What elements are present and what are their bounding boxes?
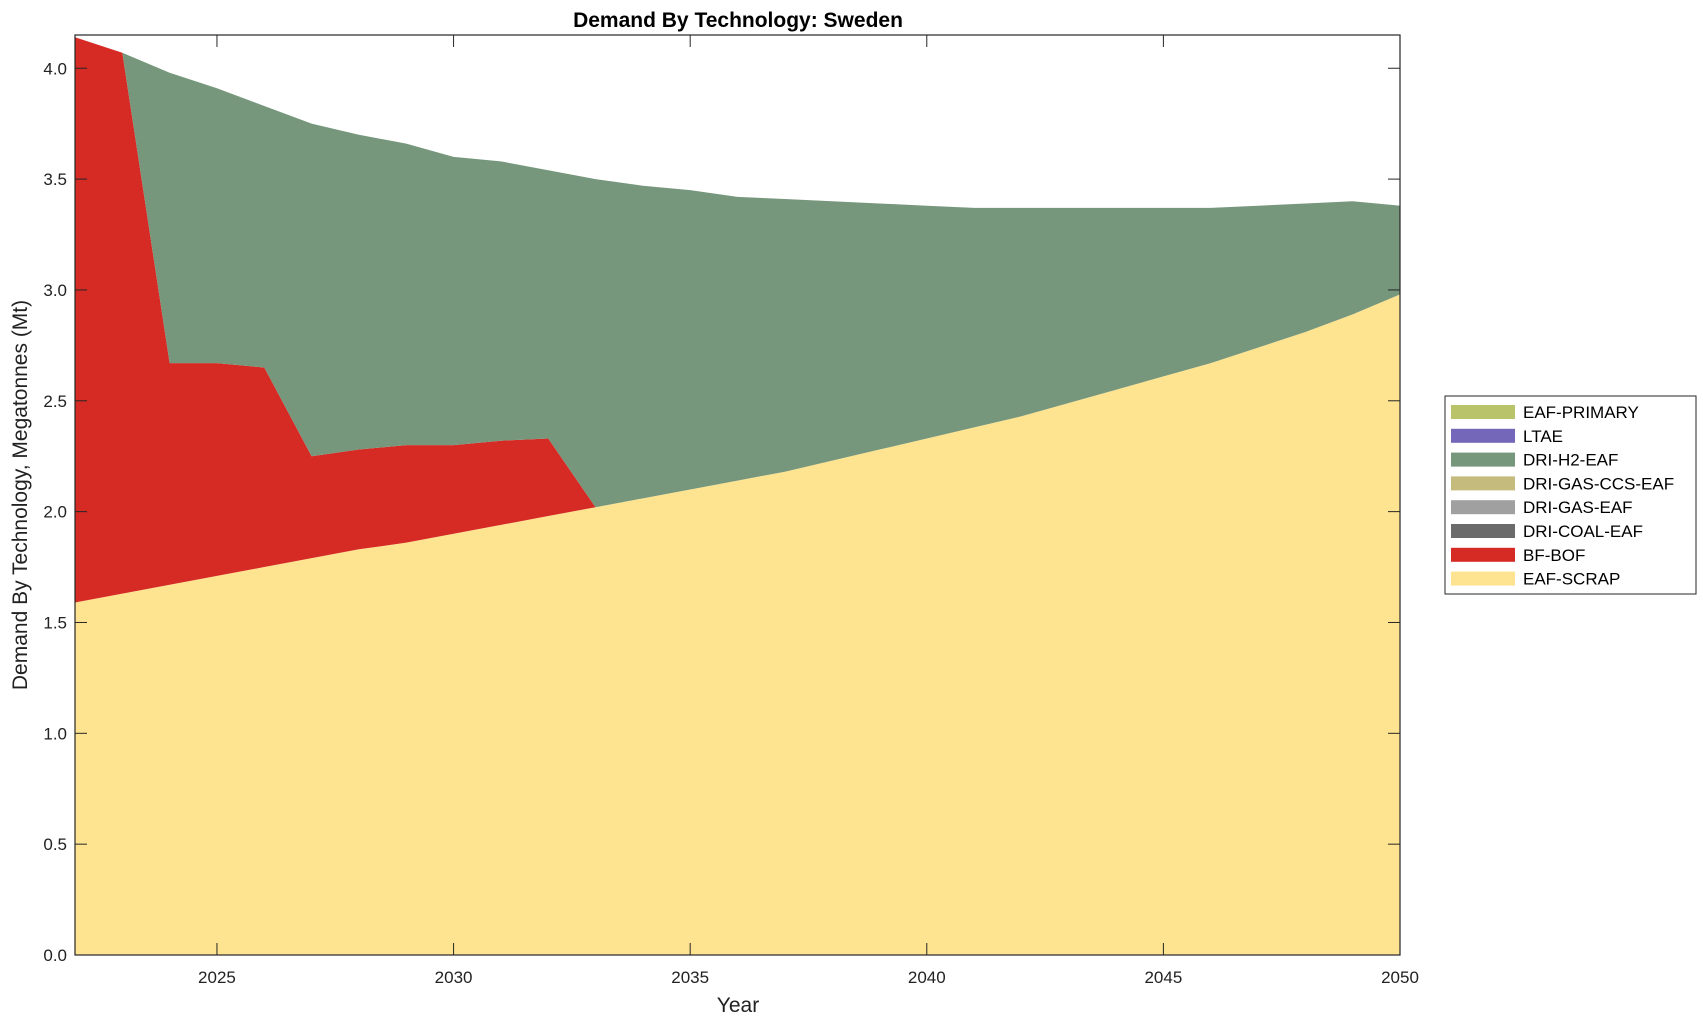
- tick-labels: 2025 2030 2035 2040 2045 2050 0.0 0.5 1.0 1.5 2.0 2…: [43, 59, 1419, 987]
- area-bf-bof: [75, 37, 1400, 603]
- x-tick-label: 2035: [671, 968, 709, 987]
- legend-swatch-ltae: [1451, 428, 1515, 443]
- x-tick-label: 2050: [1381, 968, 1419, 987]
- legend-label-eaf-scrap: EAF-SCRAP: [1523, 570, 1620, 589]
- legend-swatch-dri-gas-ccs-eaf: [1451, 476, 1515, 491]
- legend-swatch-eaf-scrap: [1451, 571, 1515, 586]
- legend-label-dri-coal-eaf: DRI-COAL-EAF: [1523, 522, 1643, 541]
- y-axis-label: Demand By Technology, Megatonnes (Mt): [9, 300, 32, 690]
- legend-label-dri-gas-ccs-eaf: DRI-GAS-CCS-EAF: [1523, 474, 1674, 493]
- area-dri-h2-eaf: [75, 37, 1400, 508]
- legend-swatch-dri-coal-eaf: [1451, 524, 1515, 538]
- area-eaf-scrap: [75, 294, 1400, 955]
- legend-swatch-bf-bof: [1451, 547, 1515, 562]
- x-axis-label: Year: [717, 994, 759, 1017]
- legend-label-dri-h2-eaf: DRI-H2-EAF: [1523, 451, 1618, 470]
- y-tick-label: 1.0: [43, 724, 67, 743]
- legend-swatch-dri-gas-eaf: [1451, 500, 1515, 515]
- y-tick-label: 0.0: [43, 946, 67, 965]
- x-tick-label: 2040: [908, 968, 946, 987]
- y-tick-label: 2.5: [43, 392, 67, 411]
- legend-label-dri-gas-eaf: DRI-GAS-EAF: [1523, 498, 1633, 517]
- legend-label-eaf-primary: EAF-PRIMARY: [1523, 403, 1639, 422]
- y-tick-label: 2.0: [43, 503, 67, 522]
- legend-swatch-eaf-primary: [1451, 405, 1515, 419]
- x-tick-label: 2025: [198, 968, 236, 987]
- y-tick-label: 4.0: [43, 59, 67, 78]
- legend-swatch-dri-h2-eaf: [1451, 452, 1515, 467]
- legend-label-ltae: LTAE: [1523, 427, 1563, 446]
- stacked-areas: [75, 37, 1400, 955]
- y-tick-label: 3.0: [43, 281, 67, 300]
- legend-label-bf-bof: BF-BOF: [1523, 546, 1585, 565]
- chart-title: Demand By Technology: Sweden: [573, 9, 903, 32]
- plot-frame: [74, 34, 1401, 956]
- y-tick-label: 0.5: [43, 835, 67, 854]
- y-tick-label: 3.5: [43, 170, 67, 189]
- y-tick-label: 1.5: [43, 613, 67, 632]
- legend: EAF-PRIMARY LTAE DRI-H2-EAF DRI-GAS-CCS-EAF…: [1444, 395, 1697, 595]
- x-tick-label: 2045: [1144, 968, 1182, 987]
- x-tick-label: 2030: [435, 968, 473, 987]
